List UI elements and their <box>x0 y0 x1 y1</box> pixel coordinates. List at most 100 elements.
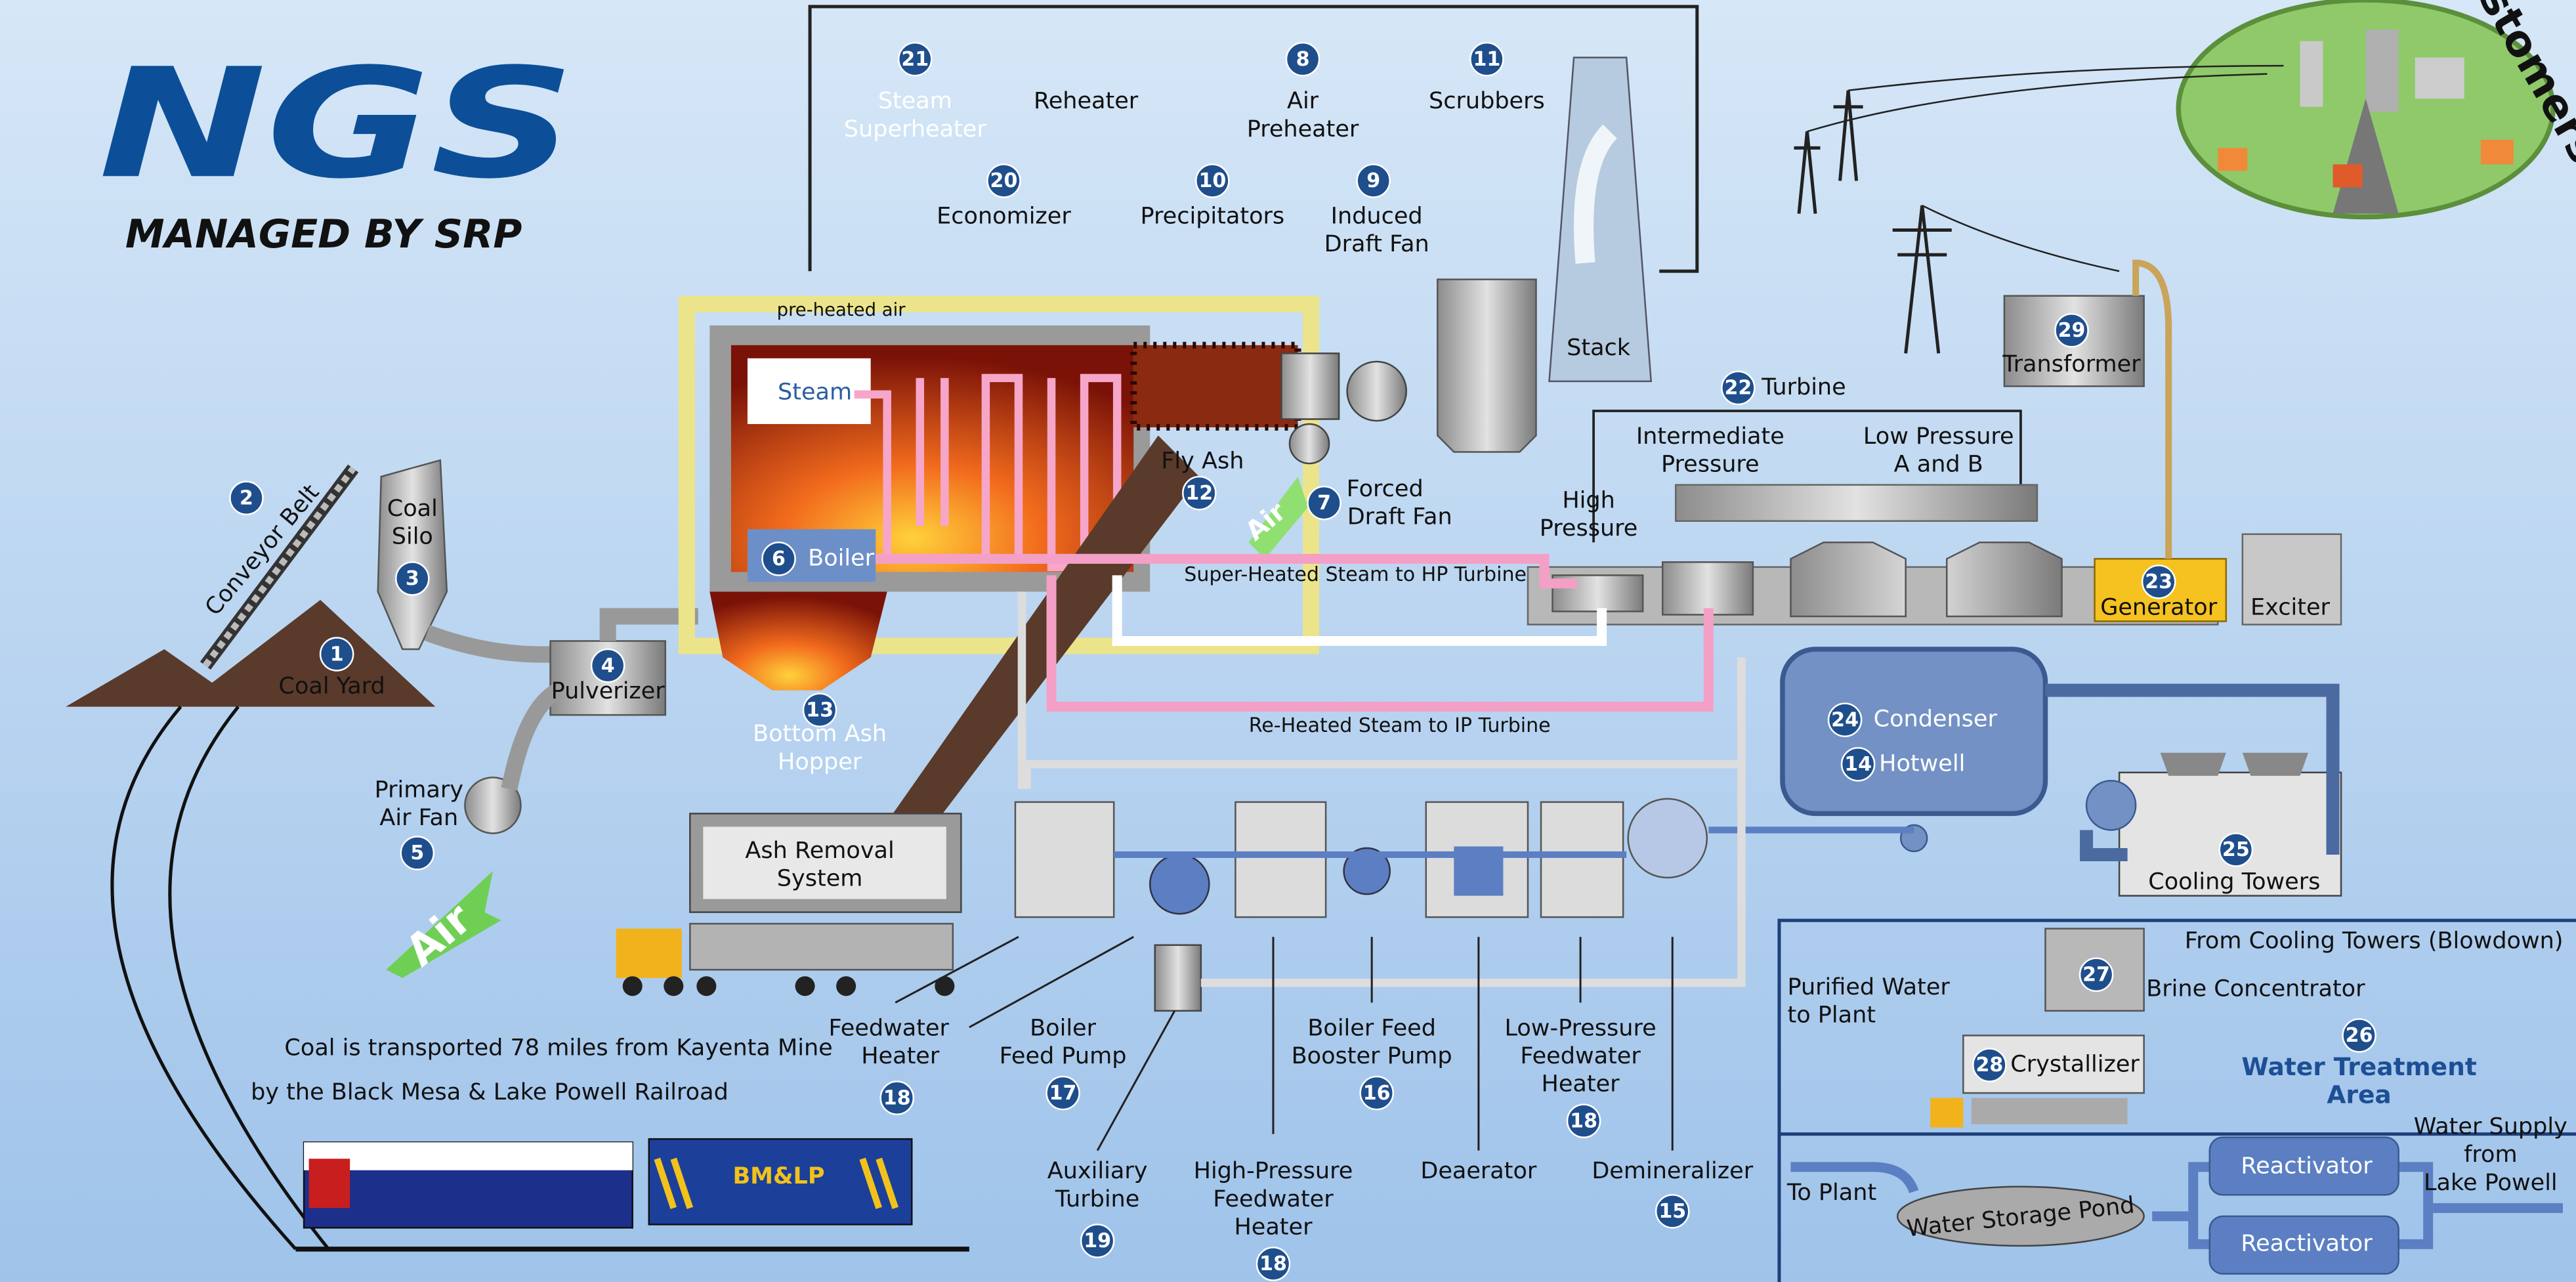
badge-number: 6 <box>772 547 786 570</box>
component-label: High-Pressure <box>1194 1157 1353 1184</box>
badge-number: 3 <box>406 567 419 590</box>
badge-number: 7 <box>1317 492 1331 515</box>
component-label: Preheater <box>1247 116 1359 142</box>
component-label: Boiler Feed <box>1307 1014 1436 1041</box>
component-label: Demineralizer <box>1592 1157 1753 1184</box>
component-label: Boiler <box>1030 1014 1096 1041</box>
badge-number: 29 <box>2058 319 2086 342</box>
badge-number: 14 <box>1844 753 1872 776</box>
component-label: Low-Pressure <box>1504 1014 1656 1041</box>
badge-number: 18 <box>1259 1252 1287 1275</box>
badge-number: 11 <box>1473 48 1500 71</box>
component-label: Heater <box>1542 1071 1620 1098</box>
component-label: Generator <box>2100 593 2217 620</box>
badge-number: 23 <box>2145 570 2172 593</box>
badge-number: 24 <box>1831 708 1859 731</box>
ash-removal-label: Ash Removal <box>745 837 894 864</box>
component-label: Feed Pump <box>1000 1042 1127 1069</box>
badge-number: 27 <box>2082 964 2110 987</box>
component-label: Feedwater <box>829 1014 950 1041</box>
water-supply-label: from <box>2464 1141 2518 1168</box>
water-supply-label: Water Supply <box>2414 1113 2567 1140</box>
badge-number: 18 <box>1570 1109 1597 1132</box>
component-label: Water Treatment <box>2241 1052 2476 1081</box>
component-label: Bottom Ash <box>753 720 887 747</box>
intermediate-pressure-label: Pressure <box>1661 451 1760 478</box>
component-label: Silo <box>392 523 433 550</box>
badge-number: 16 <box>1363 1082 1391 1105</box>
component-label: Feedwater <box>1520 1042 1641 1069</box>
component-label: Heater <box>1234 1213 1313 1240</box>
component-label: Steam <box>878 87 952 114</box>
badge-number: 17 <box>1049 1082 1077 1105</box>
intermediate-pressure-label: Intermediate <box>1636 423 1784 450</box>
component-label: Coal <box>387 495 438 522</box>
badge-number: 13 <box>806 698 834 721</box>
caption-line-1: Coal is transported 78 miles from Kayent… <box>284 1034 832 1061</box>
component-label: Auxiliary <box>1047 1157 1148 1184</box>
badge-number: 28 <box>1975 1054 2003 1077</box>
badge-number: 25 <box>2222 838 2250 861</box>
badge-number: 4 <box>601 654 615 677</box>
stack-label: Stack <box>1567 334 1631 361</box>
logo-subtitle: MANAGED BY SRP <box>125 211 522 257</box>
component-label: Air <box>1287 87 1319 114</box>
component-label: Fly Ash <box>1161 448 1244 475</box>
ash-removal-label: System <box>777 865 863 892</box>
high-pressure-label: Pressure <box>1540 515 1638 542</box>
badge-number: 10 <box>1198 169 1226 192</box>
badge-number: 20 <box>990 169 1018 192</box>
badge-number: 8 <box>1296 48 1310 71</box>
superheated-steam-label: Super-Heated Steam to HP Turbine <box>1184 563 1527 586</box>
logo-title: NGS <box>98 36 575 212</box>
component-label: Feedwater <box>1213 1186 1334 1212</box>
component-label: Crystallizer <box>2010 1050 2140 1077</box>
plant-diagram: NGS MANAGED BY SRP Customers Air Air Ste… <box>0 0 2576 1282</box>
badge-number: 15 <box>1658 1200 1686 1223</box>
purified-water-label: to Plant <box>1787 1001 1876 1028</box>
component-label: Turbine <box>1055 1186 1139 1212</box>
component-label: Heater <box>861 1042 940 1069</box>
badge-number: 18 <box>883 1086 911 1109</box>
component-label: Pulverizer <box>551 677 665 704</box>
reactivator-label: Reactivator <box>2241 1153 2373 1180</box>
component-label: Primary <box>375 776 463 803</box>
component-label: Draft Fan <box>1324 230 1429 257</box>
component-label: Economizer <box>937 203 1071 230</box>
component-label: Superheater <box>844 116 986 142</box>
preheated-air-label: pre-heated air <box>777 299 906 320</box>
railcar-label: BM&LP <box>732 1163 824 1189</box>
blowdown-label: From Cooling Towers (Blowdown) <box>2185 928 2564 954</box>
component-label: Cooling Towers <box>2148 868 2320 895</box>
page: {"logo":{"title":"NGS","subtitle":"MANAG… <box>0 0 2576 1282</box>
component-label: Boiler <box>808 544 874 571</box>
reheated-steam-label: Re-Heated Steam to IP Turbine <box>1249 714 1551 737</box>
component-label: Area <box>2327 1080 2391 1109</box>
badge-number: 26 <box>2346 1024 2373 1047</box>
component-label: Precipitators <box>1141 203 1285 230</box>
water-supply-label: Lake Powell <box>2424 1169 2558 1196</box>
badge-number: 1 <box>330 643 344 666</box>
component-label: Draft Fan <box>1347 503 1452 530</box>
exciter-label: Exciter <box>2250 593 2331 620</box>
component-label: Booster Pump <box>1292 1042 1452 1069</box>
badge-number: 19 <box>1084 1229 1111 1252</box>
reheater-label: Reheater <box>1034 87 1139 114</box>
badge-number: 5 <box>410 842 424 865</box>
caption-line-2: by the Black Mesa & Lake Powell Railroad <box>251 1079 728 1105</box>
component-label: Scrubbers <box>1429 87 1545 114</box>
component-label: Forced <box>1347 475 1424 502</box>
low-pressure-label: A and B <box>1894 451 1983 478</box>
component-label: Coal Yard <box>279 673 385 700</box>
component-label: Transformer <box>2002 351 2141 377</box>
reactivator-label: Reactivator <box>2241 1229 2373 1256</box>
component-label: Turbine <box>1761 374 1846 400</box>
component-label: Induced <box>1331 203 1423 230</box>
badge-number: 12 <box>1185 482 1213 505</box>
badge-number: 2 <box>240 486 253 509</box>
badge-number: 9 <box>1366 169 1380 192</box>
component-label: Hotwell <box>1879 750 1965 777</box>
to-plant-label: To Plant <box>1786 1179 1876 1206</box>
component-label: Brine Concentrator <box>2146 975 2365 1002</box>
component-label: Hopper <box>778 748 862 775</box>
